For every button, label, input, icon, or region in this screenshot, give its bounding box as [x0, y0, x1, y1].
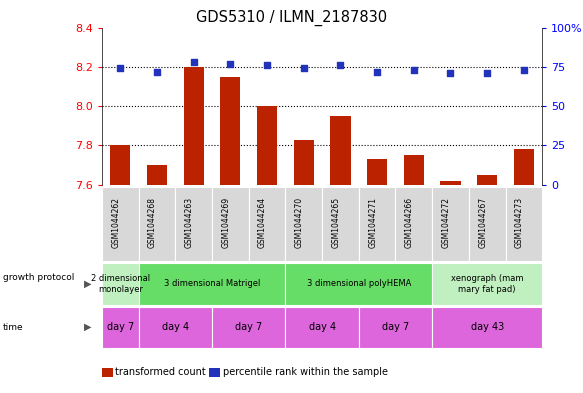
Text: GSM1044264: GSM1044264: [258, 197, 267, 248]
Bar: [367, 159, 387, 185]
Point: [373, 68, 382, 75]
Bar: [147, 165, 167, 185]
Text: GSM1044270: GSM1044270: [295, 197, 304, 248]
Text: transformed count: transformed count: [115, 367, 206, 377]
Text: GSM1044271: GSM1044271: [368, 197, 377, 248]
Point: [262, 62, 272, 68]
Text: GDS5310 / ILMN_2187830: GDS5310 / ILMN_2187830: [196, 10, 387, 26]
Bar: [110, 145, 131, 185]
Text: GSM1044262: GSM1044262: [111, 197, 120, 248]
Text: GSM1044269: GSM1044269: [222, 197, 230, 248]
Bar: [403, 155, 424, 185]
Text: GSM1044273: GSM1044273: [515, 197, 524, 248]
Text: day 4: day 4: [162, 322, 189, 332]
Point: [189, 59, 198, 65]
Point: [299, 65, 308, 72]
Text: 3 dimensional Matrigel: 3 dimensional Matrigel: [164, 279, 260, 288]
Text: GSM1044266: GSM1044266: [405, 197, 414, 248]
Bar: [184, 67, 204, 185]
Text: time: time: [3, 323, 23, 332]
Text: GSM1044265: GSM1044265: [332, 197, 340, 248]
Text: GSM1044272: GSM1044272: [441, 197, 451, 248]
Text: percentile rank within the sample: percentile rank within the sample: [223, 367, 388, 377]
Text: ▶: ▶: [84, 279, 91, 289]
Point: [152, 68, 161, 75]
Point: [483, 70, 492, 76]
Text: GSM1044263: GSM1044263: [185, 197, 194, 248]
Text: ▶: ▶: [84, 322, 91, 332]
Bar: [220, 77, 241, 185]
Text: day 7: day 7: [382, 322, 409, 332]
Text: 3 dimensional polyHEMA: 3 dimensional polyHEMA: [307, 279, 411, 288]
Text: day 7: day 7: [235, 322, 262, 332]
Bar: [294, 140, 314, 185]
Text: xenograph (mam
mary fat pad): xenograph (mam mary fat pad): [451, 274, 524, 294]
Point: [226, 61, 235, 67]
Point: [409, 67, 419, 73]
Bar: [331, 116, 350, 185]
Text: growth protocol: growth protocol: [3, 273, 74, 282]
Text: day 43: day 43: [470, 322, 504, 332]
Point: [519, 67, 529, 73]
Point: [336, 62, 345, 68]
Text: 2 dimensional
monolayer: 2 dimensional monolayer: [91, 274, 150, 294]
Text: GSM1044267: GSM1044267: [478, 197, 487, 248]
Bar: [477, 175, 497, 185]
Text: day 4: day 4: [308, 322, 336, 332]
Bar: [257, 106, 277, 185]
Text: day 7: day 7: [107, 322, 134, 332]
Bar: [440, 181, 461, 185]
Point: [446, 70, 455, 76]
Bar: [514, 149, 534, 185]
Text: GSM1044268: GSM1044268: [148, 197, 157, 248]
Point: [115, 65, 125, 72]
